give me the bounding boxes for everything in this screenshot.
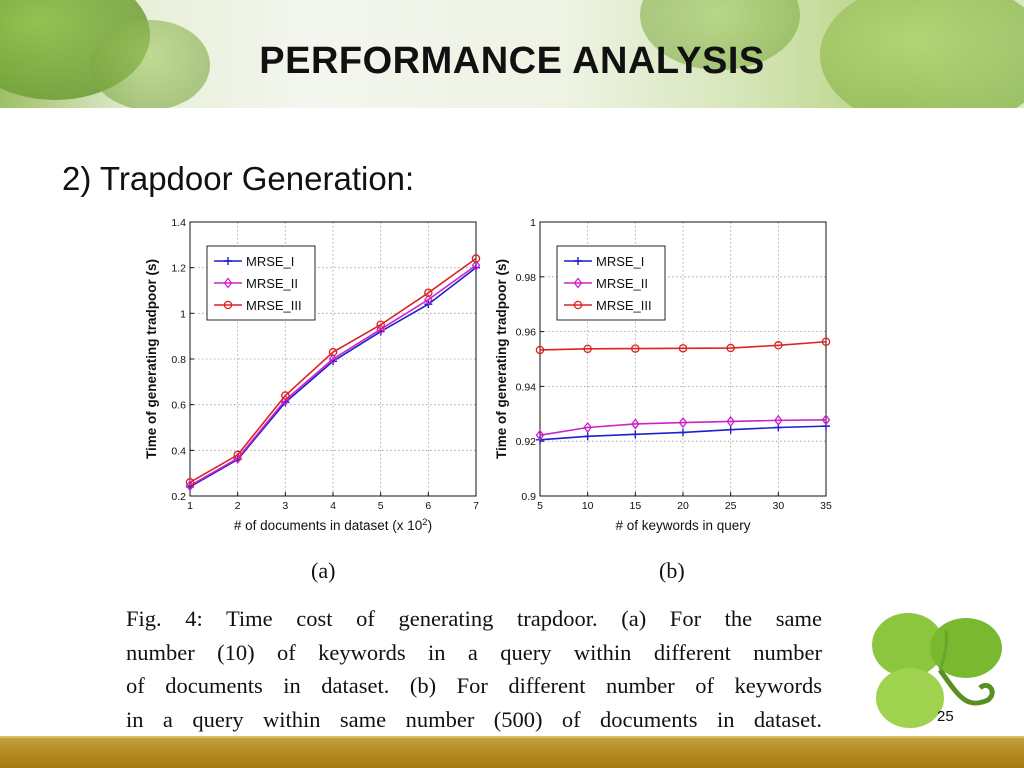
chart-b-x-tick-label: 30: [772, 500, 784, 512]
chart-a-legend-marker: [223, 277, 233, 289]
chart-b-point-MRSE_III: [678, 344, 688, 353]
chart-a-point-MRSE_III: [376, 320, 385, 330]
chart-a-x-tick-label: 1: [187, 500, 193, 512]
chart-b-point-MRSE_III: [535, 345, 545, 355]
chart-b-legend-label: MRSE_II: [596, 276, 648, 291]
chart-b-point-MRSE_II: [726, 415, 735, 428]
chart-a-x-tick-label: 2: [235, 500, 241, 512]
chart-b-x-tick-label: 25: [725, 500, 737, 512]
chart-b-legend-marker: [573, 277, 583, 289]
leaf-decoration: [820, 0, 1024, 108]
chart-a-x-tick-label: 5: [378, 500, 384, 512]
chart-a-y-tick-label: 0.8: [171, 354, 186, 366]
chart-b-x-tick-label: 15: [629, 500, 641, 512]
chart-a-legend-marker: [224, 257, 232, 265]
chart-a-y-axis-label: Time of generating tradpoor (s): [144, 259, 159, 459]
chart-b-point-MRSE_III: [726, 343, 735, 353]
chart-b-x-tick-label: 5: [537, 500, 543, 512]
chart-b-x-tick-label: 35: [820, 500, 832, 512]
page-title: PERFORMANCE ANALYSIS: [259, 40, 765, 82]
chart-b-point-MRSE_III: [821, 337, 831, 346]
chart-a-point-MRSE_II: [471, 259, 481, 271]
caption-line: Fig. 4: Time cost of generating trapdoor…: [126, 606, 822, 631]
chart-a-x-axis-label-superscript: 2: [422, 517, 427, 528]
chart-a-legend-marker: [223, 300, 233, 310]
chart-a-legend-label: MRSE_III: [246, 298, 302, 313]
chart-b-point-MRSE_III: [631, 344, 640, 353]
chart-a-y-tick-label: 0.6: [171, 400, 186, 412]
chart-b-legend-label: MRSE_III: [596, 298, 652, 313]
chart-a-y-tick-label: 1.2: [171, 263, 186, 275]
chart-b-y-tick-label: 0.94: [516, 381, 537, 393]
chart-b-y-tick-label: 1: [530, 217, 536, 229]
chart-b-point-MRSE_I: [679, 428, 687, 437]
panel-label-a: (a): [311, 558, 336, 583]
figure-caption: Fig. 4: Time cost of generating trapdoor…: [126, 602, 822, 736]
chart-a-point-MRSE_III: [471, 254, 481, 263]
chart-a-x-tick-label: 7: [473, 500, 479, 512]
chart-b-x-axis-label: # of keywords in query: [615, 518, 750, 533]
chart-b-x-tick-label: 10: [582, 500, 594, 512]
chart-b-point-MRSE_II: [821, 414, 831, 426]
chart-a-point-MRSE_II: [185, 480, 195, 492]
chart-b-legend-marker: [574, 257, 582, 265]
chart-b-legend-label: MRSE_I: [596, 254, 644, 269]
chart-b-legend-marker: [573, 300, 583, 310]
chart-b-y-tick-label: 0.98: [516, 272, 537, 284]
chart-a-time-vs-documents: 1 2 3 4 5 6 7 0.2 0.4 0.6 0.8 1 1.2 1.4 # of documents…: [144, 217, 481, 534]
chart-b-point-MRSE_II: [774, 414, 783, 426]
chart-b-x-tick-label: 20: [677, 500, 689, 512]
chart-b-point-MRSE_I: [583, 432, 592, 441]
chart-b-point-MRSE_II: [535, 429, 545, 441]
chart-a-y-tick-label: 0.4: [171, 445, 186, 457]
chart-b-y-axis-label: Time of generating tradpoor (s): [494, 259, 509, 459]
page-number: 25: [937, 708, 954, 725]
chart-b-point-MRSE_III: [774, 341, 783, 350]
chart-a-point-MRSE_II: [424, 294, 433, 306]
chart-a-y-tick-label: 1.4: [171, 217, 186, 229]
chart-a-point-MRSE_II: [328, 353, 338, 365]
chart-a-legend-label: MRSE_I: [246, 254, 294, 269]
chart-b-point-MRSE_II: [631, 418, 640, 430]
chart-a-point-MRSE_III: [424, 288, 433, 298]
caption-line: of documents in dataset. (b) For differe…: [126, 673, 822, 698]
chart-a-x-tick-label: 4: [330, 500, 336, 512]
chart-b-point-MRSE_II: [583, 421, 592, 434]
caption-line: number (10) of keywords in a query withi…: [126, 639, 822, 665]
chart-b-point-MRSE_II: [678, 417, 688, 429]
chart-a-point-MRSE_III: [233, 450, 242, 460]
chart-a-x-tick-label: 6: [425, 500, 431, 512]
chart-a-point-MRSE_III: [281, 391, 290, 400]
chart-a-point-MRSE_III: [185, 478, 195, 487]
chart-a-series-line-MRSE_III: [189, 257, 477, 483]
chart-b-series-line-MRSE_III: [539, 340, 827, 351]
chart-a-x-axis-label-tail: ): [428, 518, 433, 533]
chart-a-x-tick-label: 3: [282, 500, 288, 512]
chart-b-y-tick-label: 0.92: [516, 436, 537, 448]
chart-b-time-vs-keywords: 5 10 15 20 25 30 35 0.9 0.92 0.94 0.96 0.98 1 # of ke…: [494, 217, 832, 533]
section-subtitle: 2) Trapdoor Generation:: [62, 160, 415, 197]
footer-bar: [0, 736, 1024, 768]
chart-b-point-MRSE_III: [583, 344, 592, 354]
chart-a-x-axis-label: # of documents in dataset (x 102): [234, 517, 432, 534]
chart-a-point-MRSE_III: [328, 347, 338, 357]
panel-label-b: (b): [659, 558, 685, 583]
caption-line: in a query within same number (500) of d…: [126, 706, 822, 732]
leaf-decoration: [90, 20, 210, 108]
chart-a-y-tick-label: 0.2: [171, 491, 186, 503]
chart-b-point-MRSE_I: [631, 430, 640, 439]
chart-a-y-tick-label: 1: [180, 308, 186, 320]
clover-logo: [872, 613, 1002, 728]
header-banner: PERFORMANCE ANALYSIS: [0, 0, 1024, 108]
chart-b-series-line-MRSE_II: [539, 419, 827, 436]
chart-b-y-tick-label: 0.9: [521, 491, 536, 503]
chart-b-y-tick-label: 0.96: [516, 327, 537, 339]
chart-a-legend-label: MRSE_II: [246, 276, 298, 291]
